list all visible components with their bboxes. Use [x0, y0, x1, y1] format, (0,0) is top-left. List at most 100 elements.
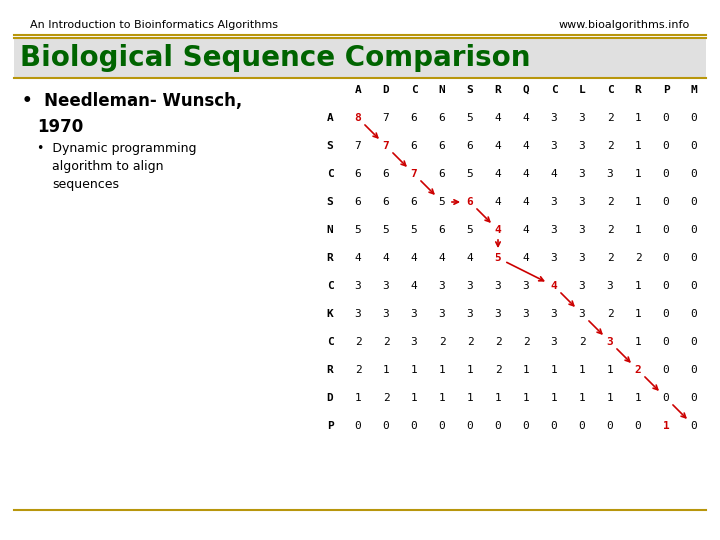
Text: 4: 4 [523, 169, 529, 179]
Text: 0: 0 [662, 113, 670, 123]
Text: 3: 3 [495, 309, 501, 319]
Text: 6: 6 [467, 197, 473, 207]
Text: 6: 6 [438, 169, 446, 179]
Text: 3: 3 [551, 113, 557, 123]
Text: S: S [327, 141, 333, 151]
Text: 3: 3 [607, 337, 613, 347]
Text: 6: 6 [410, 141, 418, 151]
Text: 6: 6 [355, 197, 361, 207]
Text: D: D [382, 85, 390, 95]
Text: 2: 2 [355, 365, 361, 375]
Text: 3: 3 [607, 281, 613, 291]
Text: 1: 1 [607, 393, 613, 403]
Text: 7: 7 [382, 113, 390, 123]
Text: 0: 0 [467, 421, 473, 431]
Text: 1: 1 [551, 365, 557, 375]
Text: K: K [327, 309, 333, 319]
Text: 4: 4 [495, 197, 501, 207]
Text: 4: 4 [551, 281, 557, 291]
Text: 0: 0 [662, 365, 670, 375]
Text: 4: 4 [382, 253, 390, 263]
Text: 0: 0 [690, 421, 698, 431]
Text: 1: 1 [607, 365, 613, 375]
Text: 0: 0 [579, 421, 585, 431]
Text: 3: 3 [579, 225, 585, 235]
Text: N: N [327, 225, 333, 235]
Text: 4: 4 [495, 113, 501, 123]
Text: A: A [327, 113, 333, 123]
Text: C: C [551, 85, 557, 95]
Text: •  Needleman- Wunsch,: • Needleman- Wunsch, [22, 92, 242, 110]
FancyBboxPatch shape [14, 38, 706, 78]
Text: 3: 3 [355, 281, 361, 291]
Text: 7: 7 [382, 141, 390, 151]
Text: 2: 2 [523, 337, 529, 347]
Text: Q: Q [523, 85, 529, 95]
Text: 1: 1 [579, 393, 585, 403]
Text: 0: 0 [607, 421, 613, 431]
Text: 2: 2 [607, 141, 613, 151]
Text: C: C [327, 281, 333, 291]
Text: 3: 3 [523, 309, 529, 319]
Text: 0: 0 [690, 365, 698, 375]
Text: 1: 1 [634, 141, 642, 151]
Text: •  Dynamic programming: • Dynamic programming [37, 142, 197, 155]
Text: 1: 1 [634, 113, 642, 123]
Text: 1: 1 [634, 197, 642, 207]
Text: 3: 3 [579, 169, 585, 179]
Text: 1: 1 [551, 393, 557, 403]
Text: C: C [607, 85, 613, 95]
Text: 4: 4 [523, 197, 529, 207]
Text: 4: 4 [523, 253, 529, 263]
Text: 1: 1 [634, 337, 642, 347]
Text: 5: 5 [410, 225, 418, 235]
Text: 0: 0 [690, 309, 698, 319]
Text: 2: 2 [355, 337, 361, 347]
Text: 3: 3 [579, 197, 585, 207]
Text: 5: 5 [382, 225, 390, 235]
Text: Biological Sequence Comparison: Biological Sequence Comparison [20, 44, 531, 72]
Text: 5: 5 [355, 225, 361, 235]
Text: 7: 7 [410, 169, 418, 179]
Text: 1: 1 [634, 309, 642, 319]
Text: 2: 2 [579, 337, 585, 347]
Text: 1: 1 [355, 393, 361, 403]
Text: www.bioalgorithms.info: www.bioalgorithms.info [559, 20, 690, 30]
Text: 1: 1 [634, 281, 642, 291]
Text: 2: 2 [607, 113, 613, 123]
Text: C: C [410, 85, 418, 95]
Text: 6: 6 [438, 225, 446, 235]
Text: 2: 2 [634, 365, 642, 375]
Text: 0: 0 [690, 337, 698, 347]
Text: 3: 3 [467, 281, 473, 291]
Text: 4: 4 [410, 253, 418, 263]
Text: 3: 3 [551, 337, 557, 347]
Text: 0: 0 [662, 141, 670, 151]
Text: 8: 8 [355, 113, 361, 123]
Text: S: S [467, 85, 473, 95]
Text: 6: 6 [410, 197, 418, 207]
Text: 3: 3 [579, 141, 585, 151]
Text: 6: 6 [467, 141, 473, 151]
Text: C: C [327, 169, 333, 179]
Text: 0: 0 [438, 421, 446, 431]
Text: 1: 1 [634, 169, 642, 179]
Text: 0: 0 [662, 281, 670, 291]
Text: 0: 0 [662, 253, 670, 263]
Text: 6: 6 [438, 141, 446, 151]
Text: 0: 0 [410, 421, 418, 431]
Text: 0: 0 [382, 421, 390, 431]
Text: An Introduction to Bioinformatics Algorithms: An Introduction to Bioinformatics Algori… [30, 20, 278, 30]
Text: 1: 1 [495, 393, 501, 403]
Text: 3: 3 [551, 197, 557, 207]
Text: 3: 3 [438, 281, 446, 291]
Text: R: R [327, 253, 333, 263]
Text: R: R [634, 85, 642, 95]
Text: 0: 0 [690, 197, 698, 207]
Text: P: P [327, 421, 333, 431]
Text: C: C [327, 337, 333, 347]
Text: 6: 6 [382, 197, 390, 207]
Text: 1: 1 [634, 225, 642, 235]
Text: 1: 1 [467, 393, 473, 403]
Text: algorithm to align: algorithm to align [52, 160, 163, 173]
